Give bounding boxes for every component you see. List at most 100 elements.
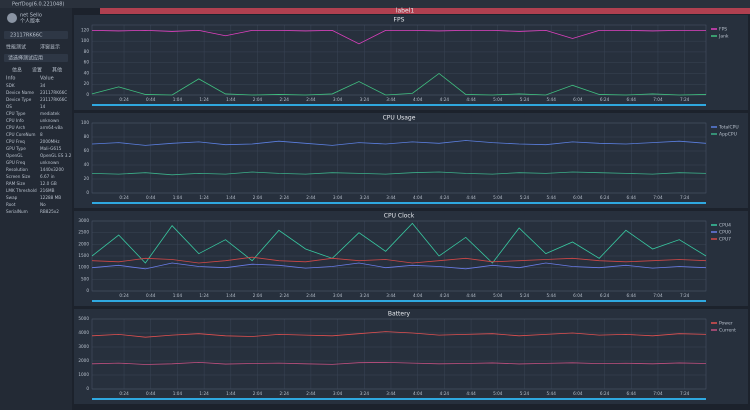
x-tick-label: 5:44 bbox=[546, 195, 556, 200]
x-tick-label: 7:24 bbox=[680, 97, 690, 102]
x-tick-label: 5:24 bbox=[520, 293, 530, 298]
x-tick-label: 1:24 bbox=[199, 97, 209, 102]
table-cell: CPU Freq bbox=[6, 139, 25, 144]
chart-title: CPU Usage bbox=[383, 115, 416, 122]
x-tick-label: 1:04 bbox=[173, 195, 183, 200]
sidebar-tab[interactable]: 设置 bbox=[32, 67, 42, 74]
x-tick-label: 2:44 bbox=[306, 391, 316, 396]
x-tick-label: 7:24 bbox=[680, 293, 690, 298]
x-tick-label: 1:44 bbox=[226, 195, 236, 200]
edition: 个人版本 bbox=[20, 18, 40, 25]
time-scrollbar[interactable] bbox=[92, 300, 706, 302]
x-tick-label: 7:24 bbox=[680, 391, 690, 396]
x-tick-label: 6:24 bbox=[600, 195, 610, 200]
sidebar-tab[interactable]: 其他 bbox=[52, 67, 62, 74]
table-cell: arm64-v8a bbox=[40, 125, 63, 130]
x-tick-label: 1:44 bbox=[226, 391, 236, 396]
x-tick-label: 0:24 bbox=[119, 391, 129, 396]
x-tick-label: 3:24 bbox=[360, 195, 370, 200]
legend-label: CPU4 bbox=[719, 223, 731, 229]
series-line bbox=[91, 171, 707, 176]
x-tick-label: 3:24 bbox=[360, 97, 370, 102]
sidebar-tab[interactable]: 信息 bbox=[12, 67, 22, 74]
x-tick-label: 0:24 bbox=[119, 97, 129, 102]
x-tick-label: 6:44 bbox=[627, 195, 637, 200]
table-cell: Swap bbox=[6, 195, 18, 200]
x-tick-label: 2:44 bbox=[306, 195, 316, 200]
legend-label: Current bbox=[719, 328, 736, 334]
table-cell: unknown bbox=[40, 118, 59, 123]
legend-label: FPS bbox=[719, 27, 727, 33]
x-tick-label: 4:04 bbox=[413, 293, 423, 298]
x-tick-label: 6:04 bbox=[573, 391, 583, 396]
y-tick-label: 3000 bbox=[78, 344, 89, 349]
table-cell: RB825x2 bbox=[40, 209, 59, 214]
x-tick-label: 1:24 bbox=[199, 391, 209, 396]
x-tick-label: 5:04 bbox=[493, 293, 503, 298]
x-tick-label: 5:04 bbox=[493, 97, 503, 102]
x-tick-label: 2:24 bbox=[280, 293, 290, 298]
x-tick-label: 6:24 bbox=[600, 391, 610, 396]
test-mode[interactable]: 性能测试 bbox=[6, 44, 26, 51]
y-tick-label: 100 bbox=[81, 38, 89, 43]
tab-label[interactable]: label1 bbox=[396, 8, 415, 15]
legend-label: TotalCPU bbox=[718, 125, 739, 131]
x-tick-label: 6:44 bbox=[627, 97, 637, 102]
device-name: 23117RK66C bbox=[10, 33, 43, 39]
x-tick-label: 6:44 bbox=[627, 293, 637, 298]
time-scrollbar[interactable] bbox=[92, 202, 706, 204]
x-tick-label: 6:04 bbox=[573, 97, 583, 102]
x-tick-label: 6:24 bbox=[600, 293, 610, 298]
x-tick-label: 4:44 bbox=[466, 97, 476, 102]
x-tick-label: 7:04 bbox=[653, 195, 663, 200]
x-tick-label: 2:04 bbox=[253, 195, 263, 200]
table-cell: RAM Size bbox=[6, 181, 26, 186]
series-line bbox=[91, 256, 707, 264]
chart-title: CPU Clock bbox=[384, 213, 415, 220]
x-tick-label: 6:24 bbox=[600, 97, 610, 102]
table-cell: 12288 MB bbox=[40, 195, 61, 200]
table-cell: CPU Arch bbox=[6, 125, 26, 130]
x-tick-label: 5:44 bbox=[546, 97, 556, 102]
x-tick-label: 0:44 bbox=[146, 97, 156, 102]
y-tick-label: 0 bbox=[86, 92, 89, 97]
series-line bbox=[91, 222, 707, 264]
app-select[interactable] bbox=[4, 54, 68, 62]
x-tick-label: 1:04 bbox=[173, 97, 183, 102]
x-tick-label: 4:24 bbox=[440, 195, 450, 200]
table-cell: 1440x3200 bbox=[40, 167, 64, 172]
x-tick-label: 1:04 bbox=[173, 391, 183, 396]
x-tick-label: 6:44 bbox=[627, 391, 637, 396]
x-tick-label: 5:44 bbox=[546, 293, 556, 298]
table-cell: Device Type bbox=[6, 97, 32, 102]
legend-label: AppCPU bbox=[719, 132, 737, 138]
x-tick-label: 3:44 bbox=[386, 293, 396, 298]
time-scrollbar[interactable] bbox=[92, 398, 706, 400]
x-tick-label: 2:44 bbox=[306, 97, 316, 102]
table-cell: OpenGL ES 3.2 bbox=[40, 153, 72, 158]
x-tick-label: 5:24 bbox=[520, 195, 530, 200]
x-tick-label: 4:04 bbox=[413, 391, 423, 396]
float-toggle[interactable]: 浮窗显示 bbox=[40, 44, 60, 51]
x-tick-label: 7:04 bbox=[653, 391, 663, 396]
x-tick-label: 3:04 bbox=[333, 195, 343, 200]
time-scrollbar[interactable] bbox=[92, 104, 706, 106]
x-tick-label: 1:44 bbox=[226, 97, 236, 102]
table-cell: No bbox=[40, 202, 46, 207]
x-tick-label: 3:04 bbox=[333, 97, 343, 102]
x-tick-label: 4:04 bbox=[413, 97, 423, 102]
x-tick-label: 5:04 bbox=[493, 195, 503, 200]
table-cell: CPU Type bbox=[6, 111, 26, 116]
x-tick-label: 2:04 bbox=[253, 97, 263, 102]
x-tick-label: 2:04 bbox=[253, 293, 263, 298]
series-line bbox=[91, 29, 706, 45]
x-tick-label: 6:04 bbox=[573, 195, 583, 200]
table-cell: OpenGL bbox=[6, 153, 23, 158]
legend-label: CPU0 bbox=[719, 230, 731, 236]
device-select[interactable] bbox=[4, 31, 68, 39]
x-tick-label: 5:44 bbox=[546, 391, 556, 396]
x-tick-label: 5:24 bbox=[520, 391, 530, 396]
y-tick-label: 1000 bbox=[78, 265, 89, 270]
chart-panel bbox=[74, 113, 748, 208]
